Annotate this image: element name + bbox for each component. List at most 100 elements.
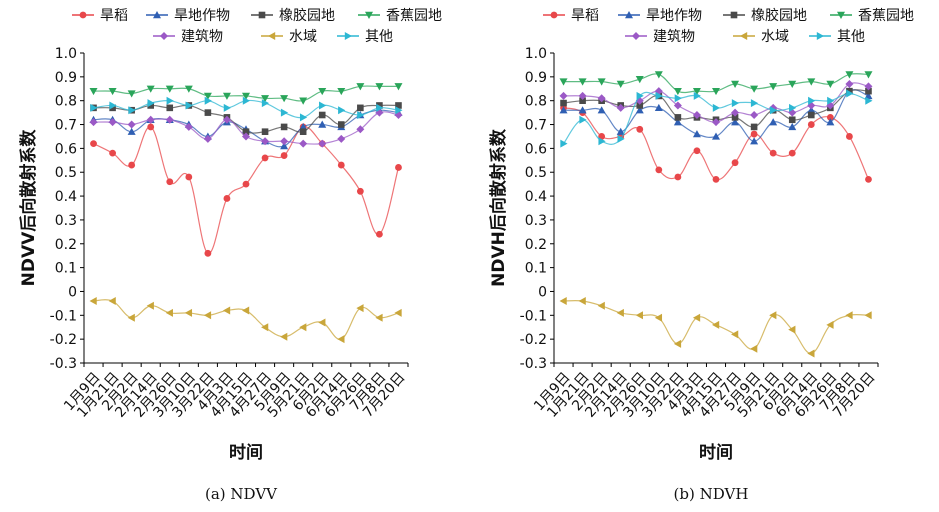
- data-point: [280, 95, 289, 103]
- legend-label: 旱稻: [100, 8, 128, 24]
- data-point: [674, 94, 682, 103]
- legend-label: 橡胶园地: [279, 7, 335, 24]
- y-tick-label: -0.1: [520, 308, 547, 324]
- data-point: [712, 132, 720, 140]
- data-point: [337, 121, 345, 128]
- data-point: [90, 103, 98, 112]
- data-point: [356, 187, 364, 195]
- y-tick-label: -0.3: [50, 356, 77, 372]
- data-point: [184, 308, 193, 317]
- series-7: [90, 96, 403, 122]
- data-point: [318, 139, 327, 148]
- data-point: [578, 297, 586, 305]
- data-point: [242, 306, 250, 315]
- legend-label: 水域: [289, 29, 317, 45]
- series-2: [89, 106, 403, 150]
- y-tick-label: 0.6: [525, 141, 547, 157]
- data-point: [204, 109, 212, 116]
- y-tick-label: 0.7: [525, 118, 547, 134]
- data-point: [261, 95, 270, 103]
- x-axis-title: 时间: [229, 442, 263, 463]
- y-tick-label: 0.8: [525, 94, 547, 110]
- data-point: [375, 313, 383, 322]
- data-point: [299, 122, 308, 131]
- data-point: [147, 123, 155, 131]
- y-tick-label: 0.5: [55, 165, 77, 181]
- data-point: [788, 116, 796, 124]
- y-tick-label: 0.9: [525, 70, 547, 86]
- legend-marker: [160, 32, 168, 40]
- y-tick-label: -0.2: [520, 332, 547, 348]
- data-point: [127, 313, 135, 322]
- data-point: [395, 106, 403, 115]
- data-point: [636, 102, 644, 109]
- data-point: [242, 92, 250, 100]
- data-point: [864, 311, 872, 320]
- data-point: [712, 103, 720, 112]
- data-point: [750, 111, 759, 119]
- y-tick-label: 0.3: [55, 213, 77, 229]
- data-point: [826, 118, 835, 126]
- data-point: [560, 139, 568, 148]
- data-point: [337, 161, 345, 169]
- legend-marker: [344, 32, 352, 40]
- data-point: [357, 111, 365, 119]
- data-point: [204, 96, 212, 105]
- y-axis-title: NDVH后向散射系数: [488, 128, 509, 287]
- series-7: [560, 89, 873, 148]
- data-point: [375, 83, 384, 91]
- data-point: [242, 180, 250, 188]
- data-point: [318, 318, 326, 327]
- data-point: [376, 103, 384, 112]
- legend-marker: [258, 11, 266, 19]
- data-point: [654, 71, 663, 79]
- data-point: [89, 87, 98, 96]
- series-4: [89, 83, 403, 105]
- series-1: [560, 104, 872, 183]
- y-tick-label: 0.2: [55, 237, 77, 253]
- data-point: [826, 80, 835, 88]
- data-point: [864, 91, 873, 100]
- y-tick-label: 0: [538, 284, 547, 300]
- legend-marker: [837, 11, 845, 19]
- data-point: [654, 313, 663, 322]
- data-point: [261, 128, 269, 135]
- data-point: [222, 306, 231, 315]
- data-point: [789, 103, 797, 112]
- data-point: [826, 113, 834, 121]
- data-point: [299, 323, 307, 332]
- data-point: [242, 132, 250, 141]
- data-point: [579, 97, 586, 104]
- data-point: [845, 80, 854, 88]
- legend-label: 旱稻: [571, 8, 599, 24]
- data-point: [712, 118, 720, 127]
- y-tick-label: -0.3: [520, 356, 547, 372]
- y-tick-label: 0.2: [525, 237, 547, 253]
- data-point: [712, 175, 720, 183]
- data-point: [203, 92, 212, 100]
- legend-marker: [740, 32, 748, 40]
- data-point: [673, 101, 682, 110]
- data-point: [693, 91, 701, 100]
- data-point: [769, 83, 778, 91]
- legend-label: 旱地作物: [174, 8, 230, 24]
- legend-marker: [730, 11, 738, 19]
- data-point: [731, 118, 740, 126]
- legend-label: 旱地作物: [646, 8, 702, 24]
- data-point: [845, 71, 854, 79]
- data-point: [318, 87, 327, 96]
- data-point: [845, 311, 853, 320]
- data-point: [356, 83, 365, 91]
- y-tick-label: 0.4: [55, 189, 77, 205]
- data-point: [146, 115, 155, 124]
- data-point: [242, 128, 250, 135]
- data-point: [731, 99, 740, 108]
- legend-marker: [365, 11, 373, 19]
- data-point: [865, 96, 873, 105]
- data-point: [750, 130, 758, 138]
- series-5: [89, 108, 403, 148]
- data-point: [559, 297, 567, 305]
- data-point: [318, 111, 326, 119]
